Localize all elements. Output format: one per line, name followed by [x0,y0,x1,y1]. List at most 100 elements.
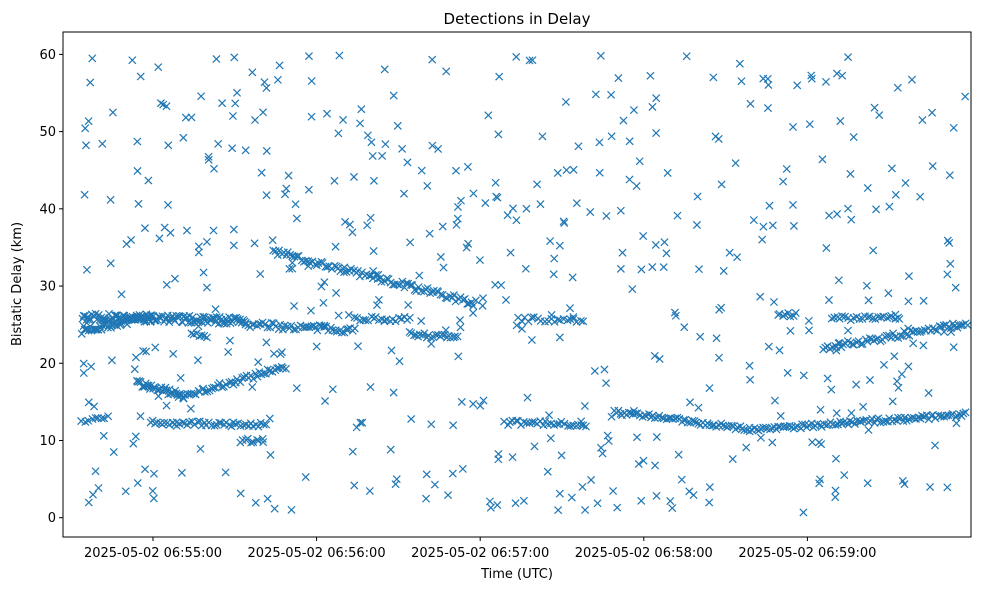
data-point [278,364,287,373]
data-point [555,333,564,342]
data-point [786,312,795,321]
data-point [159,100,168,109]
data-point [441,326,450,335]
data-point [219,319,228,328]
data-point [517,324,527,333]
data-point [683,418,692,427]
data-point [236,489,245,498]
data-point [746,375,755,384]
data-point [756,433,765,442]
data-point [134,199,143,208]
data-point [471,296,480,305]
data-point [869,246,878,255]
data-point [775,346,784,355]
data-point [657,413,666,422]
data-point [581,505,590,515]
data-point [847,215,856,224]
data-point [825,211,834,220]
data-point [872,335,881,344]
data-point [195,417,204,426]
data-point [767,424,776,433]
data-point [888,397,897,406]
data-point [890,415,899,424]
data-point [263,494,272,503]
data-point [107,356,116,365]
data-point [769,298,778,307]
data-point [372,301,382,310]
data-point [876,418,885,427]
data-point [151,343,160,352]
data-point [952,419,961,428]
data-point [545,411,554,420]
data-point [596,51,605,60]
data-point [209,383,218,392]
data-point [214,139,223,148]
data-point [891,190,900,199]
data-point [768,438,777,447]
data-point [387,346,396,355]
data-point [648,102,657,111]
data-point [389,91,398,100]
data-point [356,119,365,128]
data-point [931,325,940,334]
data-point [380,317,389,326]
data-point [756,424,765,433]
data-point [133,166,142,175]
data-point [144,176,153,185]
data-point [395,281,404,290]
data-point [266,450,275,459]
data-point [398,144,407,153]
data-point [569,165,578,174]
data-point [814,438,824,447]
data-point [639,456,648,465]
data-point [127,235,136,245]
data-point [241,146,250,155]
data-point [714,134,723,143]
data-point [602,211,611,221]
data-point [231,99,240,108]
data-point [484,111,493,120]
data-point [569,313,578,322]
data-point [273,364,282,373]
data-point [317,282,326,291]
data-point [602,379,611,388]
data-point [786,326,795,335]
data-point [846,169,855,178]
data-point [951,283,960,292]
data-point [831,454,840,463]
data-point [224,347,233,357]
data-point [352,423,361,432]
data-point [136,72,145,81]
data-point [763,104,772,113]
data-point [832,69,841,78]
data-point [598,449,607,458]
data-point [943,236,952,245]
data-point [427,339,436,348]
data-point [586,208,595,217]
data-point [162,401,171,410]
data-point [939,321,948,330]
data-point [758,235,767,244]
data-point [287,505,296,514]
data-point [202,283,211,292]
data-point [491,178,500,187]
data-point [345,220,354,229]
data-point [831,486,840,495]
data-point [768,221,777,230]
data-point [259,108,268,117]
data-point [79,369,88,378]
data-point [931,441,940,450]
data-point [865,376,874,385]
data-point [742,443,751,452]
data-point [389,388,398,397]
data-point [650,351,659,360]
data-point [236,378,245,387]
data-point [883,313,892,322]
data-point [238,373,247,382]
data-point [179,133,188,142]
data-point [162,280,171,289]
data-point [350,313,359,322]
data-point [907,75,916,84]
data-point [566,421,575,430]
data-point [843,204,853,213]
